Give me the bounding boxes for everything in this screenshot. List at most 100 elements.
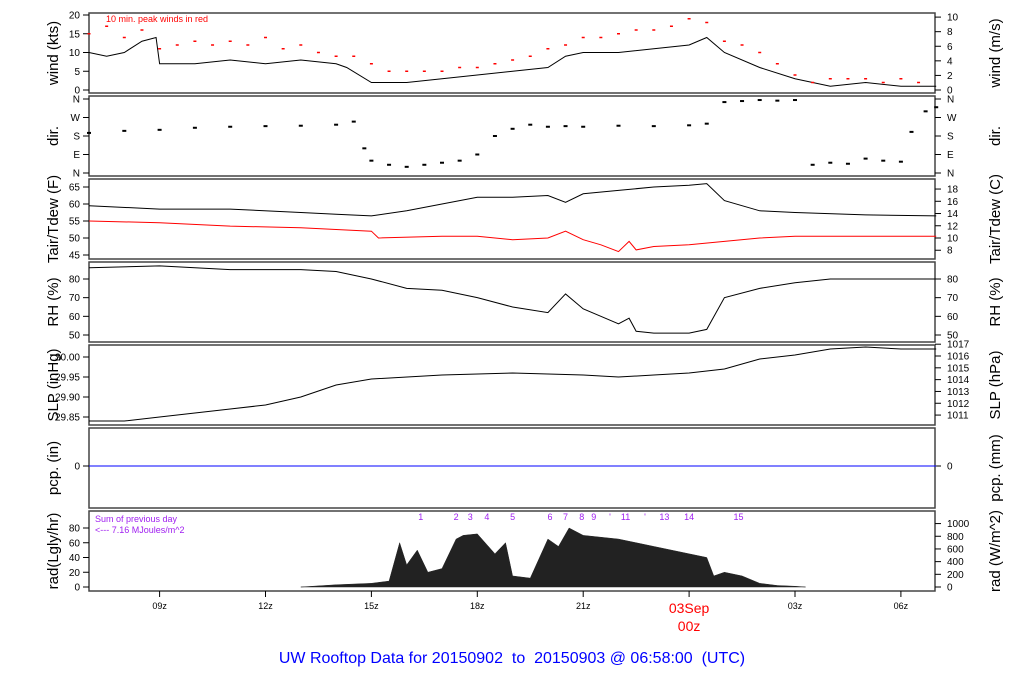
hour-mark-label: 14 xyxy=(684,512,694,522)
dir-ylabel-left: dir. xyxy=(45,126,62,146)
temp-left-tick-label: 65 xyxy=(69,183,81,194)
direction-point xyxy=(122,129,127,132)
slp-left-tick-label: 30.00 xyxy=(55,353,80,364)
hour-mark-label: 7 xyxy=(563,512,568,522)
temp-left-tick-label: 60 xyxy=(69,200,81,211)
direction-point xyxy=(192,126,197,129)
rad-left-tick-label: 60 xyxy=(69,538,81,549)
slp-left-tick-label: 29.95 xyxy=(55,373,80,384)
rad-right-tick-label: 1000 xyxy=(947,519,970,530)
wind-line xyxy=(88,36,937,87)
direction-point xyxy=(492,135,497,137)
rh-right-tick-label: 60 xyxy=(947,312,959,323)
hour-mark-label: ' xyxy=(609,512,611,522)
temp-right-tick-label: 16 xyxy=(947,197,959,208)
direction-point xyxy=(775,99,780,102)
direction-point xyxy=(563,125,568,128)
hour-mark-label: ' xyxy=(644,512,646,522)
dir-left-tick-label: N xyxy=(73,95,80,106)
direction-point xyxy=(228,125,233,128)
rad-left-tick-label: 20 xyxy=(69,568,81,579)
hour-mark-label: 2 xyxy=(454,512,459,522)
temp-right-tick-label: 18 xyxy=(947,185,959,196)
rh-left-tick-label: 60 xyxy=(69,312,81,323)
direction-point xyxy=(757,99,762,102)
hour-mark-label: 8 xyxy=(579,512,584,522)
x-tick-label: 06z xyxy=(894,601,909,611)
rad-note-line: Sum of previous day xyxy=(95,514,178,524)
rad-panel-frame xyxy=(88,510,936,592)
direction-point xyxy=(475,153,480,156)
hour-mark-label: 13 xyxy=(659,512,669,522)
direction-point xyxy=(828,161,833,164)
rad-right-tick-label: 0 xyxy=(947,583,953,594)
temp-left-tick-label: 50 xyxy=(69,234,81,245)
RH-line xyxy=(88,265,937,334)
dir-left-tick-label: W xyxy=(71,113,81,124)
rh-right-tick-label: 70 xyxy=(947,293,959,304)
dir-right-tick-label: N xyxy=(947,169,954,180)
x-tick-label: 00z xyxy=(678,618,701,634)
direction-point xyxy=(923,110,928,113)
slp-right-tick-label: 1013 xyxy=(947,387,970,398)
rad-left-tick-label: 80 xyxy=(69,524,81,535)
direction-point xyxy=(898,160,903,163)
rad-note-line: <--- 7.16 MJoules/m^2 xyxy=(95,525,185,535)
direction-point xyxy=(387,163,392,166)
slp-panel-frame xyxy=(88,344,936,426)
direction-point xyxy=(863,157,868,160)
hour-mark-label: 1 xyxy=(418,512,423,522)
wind-panel-frame xyxy=(88,12,936,94)
rh-right-tick-label: 50 xyxy=(947,331,959,342)
pcp-ylabel-right: pcp. (mm) xyxy=(987,434,1004,502)
rad-ylabel-right: rad (W/m^2) xyxy=(987,510,1004,592)
wind-left-tick-label: 0 xyxy=(74,86,80,97)
rad-right-tick-label: 800 xyxy=(947,532,964,543)
direction-point xyxy=(581,125,586,128)
slp-right-tick-label: 1017 xyxy=(947,340,970,351)
temp-left-tick-label: 55 xyxy=(69,217,81,228)
direction-point xyxy=(440,161,444,164)
x-tick-label: 21z xyxy=(576,601,591,611)
rad-ylabel-left: rad(Lgly/hr) xyxy=(45,513,62,590)
direction-point xyxy=(457,159,462,162)
wind-right-tick-label: 0 xyxy=(947,86,953,97)
x-date-label: 03Sep xyxy=(669,600,710,616)
dir-left-tick-label: E xyxy=(73,150,80,161)
temp-ylabel-right: Tair/Tdew (C) xyxy=(987,174,1004,264)
dir-left-tick-label: S xyxy=(73,132,80,143)
temp-right-tick-label: 10 xyxy=(947,234,959,245)
direction-point xyxy=(934,106,939,109)
x-tick-label: 12z xyxy=(258,601,273,611)
pcp-left-tick-label: 0 xyxy=(74,462,80,473)
direction-point xyxy=(722,101,727,104)
hour-mark-label: 15 xyxy=(734,512,744,522)
rad-right-tick-label: 600 xyxy=(947,544,964,555)
rad-right-tick-label: 200 xyxy=(947,570,964,581)
Tdew-line xyxy=(88,220,937,253)
wind-right-tick-label: 10 xyxy=(947,13,959,24)
dir-ylabel-right: dir. xyxy=(987,126,1004,146)
direction-point xyxy=(87,131,91,134)
temp-right-tick-label: 12 xyxy=(947,221,959,232)
direction-point xyxy=(528,123,533,126)
slp-left-tick-label: 29.85 xyxy=(55,413,80,424)
direction-point xyxy=(687,124,692,127)
direction-point xyxy=(422,163,427,166)
wind-ylabel-right: wind (m/s) xyxy=(987,18,1004,88)
direction-point xyxy=(845,162,850,165)
rh-ylabel-right: RH (%) xyxy=(987,277,1004,326)
slp-left-tick-label: 29.90 xyxy=(55,393,80,404)
temp-right-tick-label: 8 xyxy=(947,246,953,257)
direction-point xyxy=(263,125,268,128)
dir-right-tick-label: W xyxy=(947,113,957,124)
hour-mark-label: 5 xyxy=(510,512,515,522)
rad-left-tick-label: 0 xyxy=(74,583,80,594)
hour-mark-label: 9 xyxy=(591,512,596,522)
direction-point xyxy=(351,120,356,123)
wind-right-tick-label: 8 xyxy=(947,27,953,38)
slp-right-tick-label: 1015 xyxy=(947,363,970,374)
dir-panel-frame xyxy=(88,95,936,177)
hour-mark-label: 11 xyxy=(621,512,630,522)
